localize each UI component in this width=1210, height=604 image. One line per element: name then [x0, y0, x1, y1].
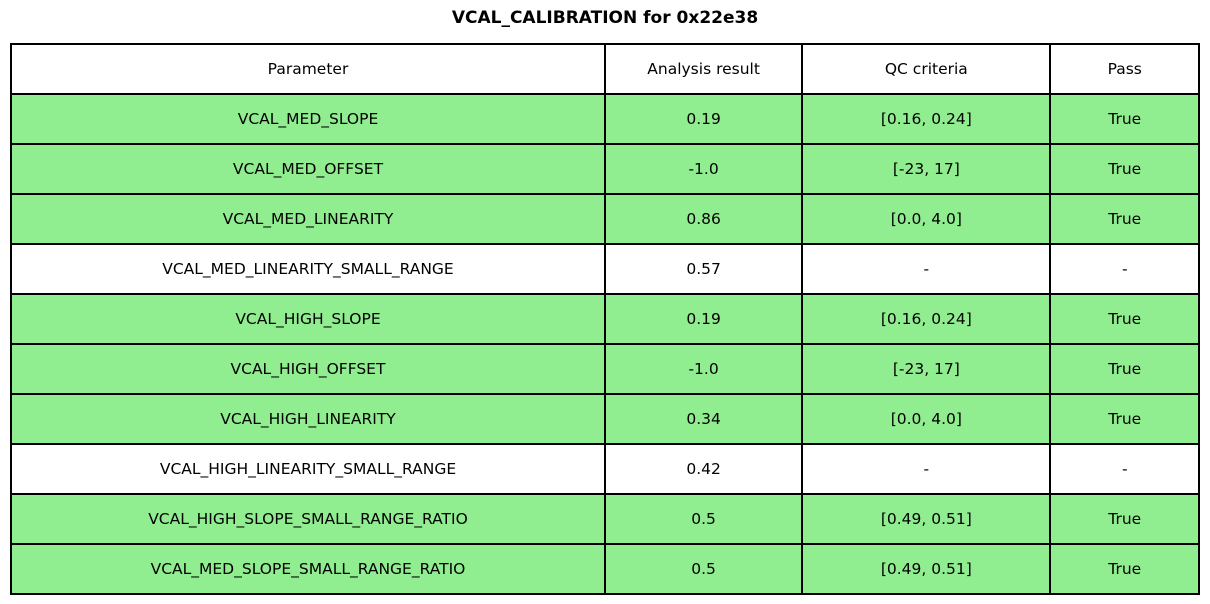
cell-pass: True [1049, 143, 1200, 195]
cell-parameter: VCAL_HIGH_LINEARITY [10, 393, 606, 445]
table-row: VCAL_HIGH_LINEARITY_SMALL_RANGE 0.42 - - [10, 443, 1200, 495]
cell-qc-criteria: [0.16, 0.24] [801, 93, 1052, 145]
cell-parameter: VCAL_HIGH_OFFSET [10, 343, 606, 395]
cell-analysis-result: 0.86 [603, 193, 804, 245]
cell-analysis-result: 0.19 [603, 93, 804, 145]
header-row: Parameter Analysis result QC criteria Pa… [10, 43, 1200, 95]
cell-pass: True [1049, 293, 1200, 345]
cell-analysis-result: 0.34 [603, 393, 804, 445]
column-header-pass: Pass [1049, 43, 1200, 95]
qc-table: Parameter Analysis result QC criteria Pa… [10, 43, 1200, 595]
cell-qc-criteria: [0.49, 0.51] [801, 493, 1052, 545]
cell-qc-criteria: [0.0, 4.0] [801, 393, 1052, 445]
cell-parameter: VCAL_MED_SLOPE_SMALL_RANGE_RATIO [10, 543, 606, 595]
cell-pass: - [1049, 443, 1200, 495]
cell-qc-criteria: [-23, 17] [801, 143, 1052, 195]
cell-qc-criteria: [0.0, 4.0] [801, 193, 1052, 245]
cell-analysis-result: 0.57 [603, 243, 804, 295]
column-header-parameter: Parameter [10, 43, 606, 95]
cell-parameter: VCAL_MED_OFFSET [10, 143, 606, 195]
table-row: VCAL_HIGH_OFFSET -1.0 [-23, 17] True [10, 343, 1200, 395]
table-row: VCAL_HIGH_SLOPE 0.19 [0.16, 0.24] True [10, 293, 1200, 345]
table-row: VCAL_HIGH_SLOPE_SMALL_RANGE_RATIO 0.5 [0… [10, 493, 1200, 545]
cell-pass: True [1049, 493, 1200, 545]
cell-qc-criteria: [0.16, 0.24] [801, 293, 1052, 345]
column-header-analysis-result: Analysis result [603, 43, 804, 95]
table-row: VCAL_MED_OFFSET -1.0 [-23, 17] True [10, 143, 1200, 195]
cell-parameter: VCAL_HIGH_LINEARITY_SMALL_RANGE [10, 443, 606, 495]
cell-analysis-result: -1.0 [603, 343, 804, 395]
table-row: VCAL_MED_LINEARITY 0.86 [0.0, 4.0] True [10, 193, 1200, 245]
cell-pass: True [1049, 343, 1200, 395]
cell-analysis-result: 0.19 [603, 293, 804, 345]
cell-qc-criteria: [-23, 17] [801, 343, 1052, 395]
table-row: VCAL_HIGH_LINEARITY 0.34 [0.0, 4.0] True [10, 393, 1200, 445]
cell-analysis-result: 0.5 [603, 543, 804, 595]
figure-title: VCAL_CALIBRATION for 0x22e38 [451, 8, 759, 28]
table-row: VCAL_MED_LINEARITY_SMALL_RANGE 0.57 - - [10, 243, 1200, 295]
cell-analysis-result: -1.0 [603, 143, 804, 195]
cell-qc-criteria: - [801, 443, 1052, 495]
cell-pass: True [1049, 393, 1200, 445]
cell-parameter: VCAL_MED_LINEARITY [10, 193, 606, 245]
cell-parameter: VCAL_HIGH_SLOPE_SMALL_RANGE_RATIO [10, 493, 606, 545]
qc-table-header: Parameter Analysis result QC criteria Pa… [10, 43, 1200, 95]
cell-pass: True [1049, 193, 1200, 245]
qc-table-body: VCAL_MED_SLOPE 0.19 [0.16, 0.24] True VC… [10, 93, 1200, 595]
cell-pass: - [1049, 243, 1200, 295]
cell-parameter: VCAL_HIGH_SLOPE [10, 293, 606, 345]
cell-parameter: VCAL_MED_LINEARITY_SMALL_RANGE [10, 243, 606, 295]
table-row: VCAL_MED_SLOPE_SMALL_RANGE_RATIO 0.5 [0.… [10, 543, 1200, 595]
cell-analysis-result: 0.42 [603, 443, 804, 495]
cell-qc-criteria: [0.49, 0.51] [801, 543, 1052, 595]
cell-analysis-result: 0.5 [603, 493, 804, 545]
cell-pass: True [1049, 93, 1200, 145]
cell-parameter: VCAL_MED_SLOPE [10, 93, 606, 145]
column-header-qc-criteria: QC criteria [801, 43, 1052, 95]
table-row: VCAL_MED_SLOPE 0.19 [0.16, 0.24] True [10, 93, 1200, 145]
cell-qc-criteria: - [801, 243, 1052, 295]
cell-pass: True [1049, 543, 1200, 595]
